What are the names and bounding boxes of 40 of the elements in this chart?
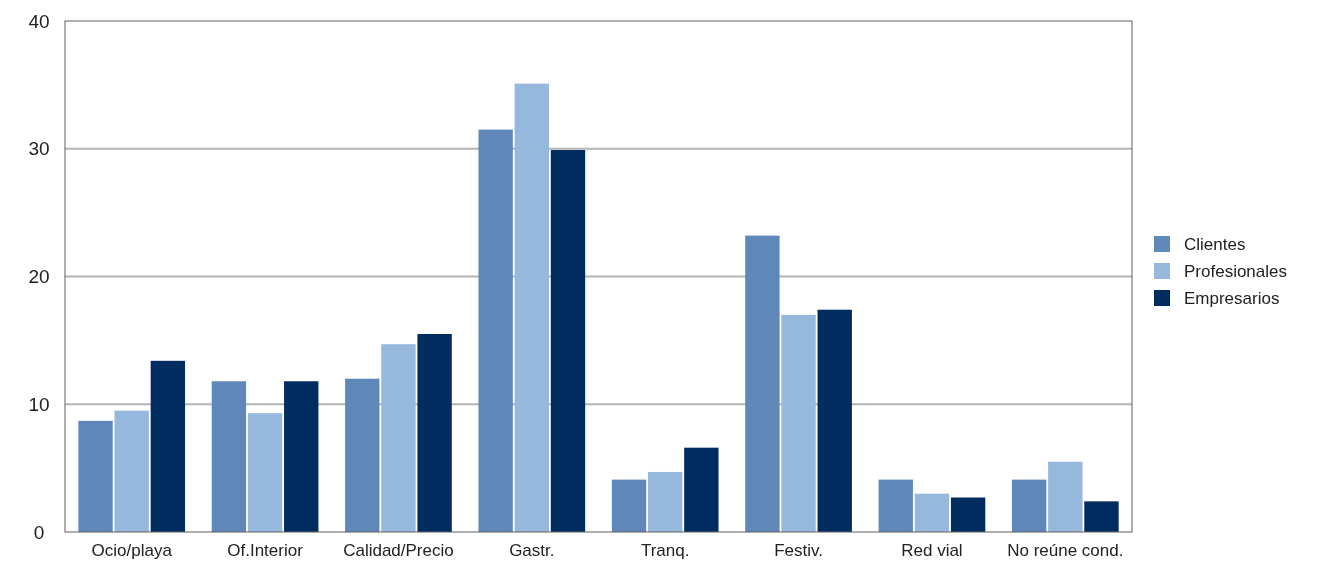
x-tick-label: Red vial (901, 541, 963, 560)
bar (611, 479, 647, 532)
x-tick-label: Calidad/Precio (343, 541, 454, 560)
bar (478, 129, 513, 532)
bar (211, 381, 247, 532)
bar (1011, 479, 1047, 532)
bar (914, 493, 950, 532)
bar (78, 420, 113, 532)
y-tick-label: 20 (28, 266, 50, 288)
legend-label: Clientes (1184, 234, 1246, 254)
x-tick-label: Ocio/playa (91, 541, 173, 560)
bar (817, 309, 852, 532)
bar (1084, 501, 1119, 532)
bar (381, 344, 416, 532)
bar (1048, 461, 1083, 532)
legend-label: Profesionales (1184, 261, 1288, 281)
x-tick-label: Of.Interior (227, 541, 304, 560)
bar (417, 333, 452, 532)
bar (781, 314, 816, 532)
y-tick-label: 10 (28, 393, 50, 415)
x-tick-label: Festiv. (774, 541, 823, 560)
x-tick-label: No reúne cond. (1007, 541, 1124, 560)
bar (950, 497, 986, 532)
bar (878, 479, 913, 532)
bar (648, 471, 683, 532)
bar (247, 413, 283, 532)
bar (514, 83, 549, 532)
y-tick-label: 0 (33, 521, 45, 543)
bar (345, 378, 380, 532)
bar (550, 150, 586, 532)
bar (150, 360, 186, 532)
legend-label: Empresarios (1184, 288, 1280, 308)
bar (684, 447, 719, 532)
bar (284, 381, 319, 532)
bar (114, 410, 149, 532)
y-tick-label: 40 (28, 10, 50, 32)
x-tick-label: Tranq. (640, 541, 690, 560)
bar (745, 235, 780, 532)
y-tick-label: 30 (28, 138, 50, 160)
x-tick-label: Gastr. (509, 541, 555, 560)
